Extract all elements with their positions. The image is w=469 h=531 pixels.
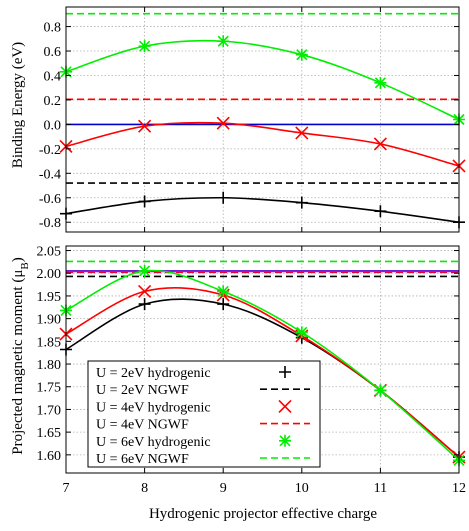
plot-frame [65, 245, 460, 474]
y-tick-label: 1.80 [37, 358, 62, 373]
legend-box [87, 360, 321, 468]
legend-label: U = 4eV hydrogenic [96, 400, 211, 415]
legend-label: U = 6eV hydrogenic [96, 435, 211, 450]
series-line [65, 121, 460, 167]
data-point [138, 40, 151, 53]
data-point [138, 264, 151, 277]
data-point [138, 284, 152, 298]
data-point [217, 191, 230, 204]
data-point [295, 196, 308, 209]
y-tick-label: 1.95 [37, 290, 62, 305]
data-point [217, 298, 230, 311]
y-tick-label: 1.90 [37, 313, 62, 328]
legend-label: U = 2eV NGWF [96, 383, 189, 398]
magnetic-moment-panel: 2.05 2.00 1.95 1.90 1.85 1.80 1.75 1.70 1.65 1.60… [37, 245, 467, 496]
legend: U = 2eV hydrogenic U = 2eV NGWF U = 4eV hy… [87, 360, 321, 468]
data-point [217, 285, 230, 298]
legend-label: U = 4eV NGWF [96, 418, 189, 433]
data-point [217, 35, 230, 48]
x-tick-label: 7 [63, 481, 70, 496]
y-tick-label: 0.0 [44, 118, 62, 133]
x-tick-label: 10 [295, 481, 309, 496]
data-point [374, 384, 387, 397]
x-tick-label: 11 [374, 481, 387, 496]
y-tick-label: 1.60 [37, 449, 62, 464]
data-point [373, 137, 387, 151]
x-tick-label: 9 [220, 481, 227, 496]
y-tick-label: 1.75 [37, 381, 62, 396]
x-axis-label: Hydrogenic projector effective charge [149, 506, 377, 522]
y-tick-label: 0.8 [44, 21, 62, 36]
y-tick-label: 2.00 [37, 267, 62, 282]
data-point [295, 48, 308, 61]
series-line [65, 269, 460, 461]
legend-marker [279, 434, 291, 447]
data-point [374, 76, 387, 89]
data-point [138, 298, 151, 311]
legend-marker [278, 399, 292, 413]
y-tick-label: 1.65 [37, 426, 62, 441]
data-point [216, 116, 230, 130]
x-tick-label: 12 [452, 481, 466, 496]
series-line [65, 196, 460, 224]
legend-label: U = 6eV NGWF [96, 452, 189, 467]
y-tick-label: 2.05 [37, 245, 62, 260]
y-tick-label: -0.6 [39, 192, 61, 207]
y-tick-label: -0.2 [39, 143, 61, 158]
magnetic-moment-axis-label: Projected magnetic moment (μB) [10, 257, 31, 454]
x-tick-label: 8 [141, 481, 148, 496]
y-tick-label: 0.2 [44, 94, 62, 109]
data-point [295, 126, 309, 140]
y-tick-label: 1.70 [37, 403, 62, 418]
y-tick-label: 1.85 [37, 335, 62, 350]
legend-label: U = 2eV hydrogenic [96, 366, 211, 381]
binding-energy-axis-label: Binding Energy (eV) [10, 42, 26, 168]
data-point [295, 326, 308, 339]
y-tick-label: -0.8 [39, 216, 61, 231]
plot-frame [65, 6, 460, 233]
data-point [138, 195, 151, 208]
binding-energy-panel: 0.8 0.6 0.4 0.2 0.0 -0.2 -0.4 -0.6 -0.8 [39, 6, 466, 233]
legend-marker [279, 366, 291, 378]
y-tick-label: -0.4 [39, 167, 61, 182]
y-tick-label: 0.4 [44, 69, 62, 84]
series-line [65, 39, 460, 121]
data-point [374, 205, 387, 218]
data-point [138, 119, 152, 133]
y-tick-label: 0.6 [44, 45, 62, 60]
